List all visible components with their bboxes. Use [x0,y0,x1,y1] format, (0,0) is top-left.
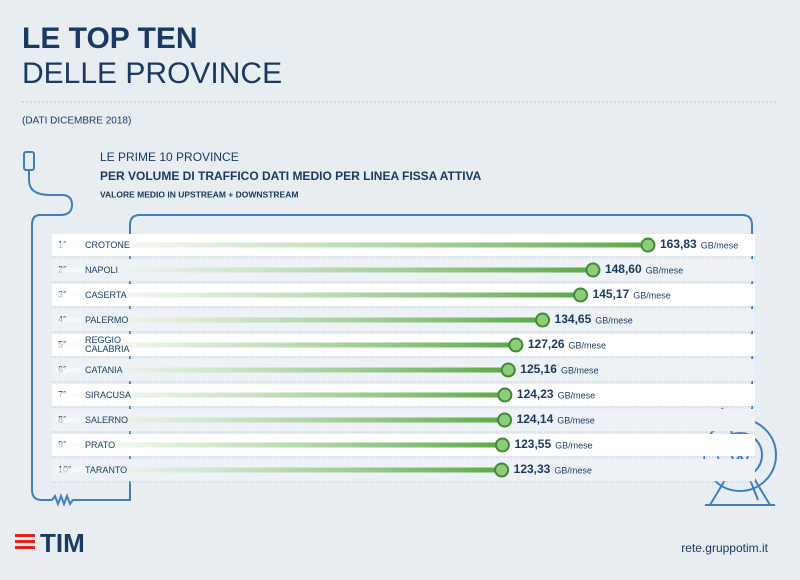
bar-end [508,337,524,353]
bar-end [500,362,516,378]
bar-end [535,312,551,328]
category-label: NAPOLI [85,264,119,275]
caption: VALORE MEDIO IN UPSTREAM + DOWNSTREAM [100,189,298,199]
category-label: CATANIA [85,364,123,375]
unit-label: GB/mese [595,315,633,325]
unit-label: GB/mese [633,290,671,300]
bar-end [573,287,589,303]
bar-end [497,387,513,403]
value-label: 148,60 [605,262,642,276]
unit-label: GB/mese [569,340,607,350]
category-label: SIRACUSA [85,389,132,400]
note: (DATI DICEMBRE 2018) [22,116,131,127]
unit-label: GB/mese [561,365,599,375]
unit-label: GB/mese [558,390,596,400]
bar [56,392,505,398]
category-label: CASERTA [85,289,127,300]
title-line2: DELLE PROVINCE [22,57,282,90]
bar [56,342,516,348]
value-label: 124,14 [517,412,554,426]
unit-label: GB/mese [646,265,684,275]
bar-end [497,412,513,428]
value-label: 123,33 [514,462,551,476]
value-label: 123,55 [514,437,551,451]
title-line1: LE TOP TEN [22,22,198,55]
bar-end [640,237,656,253]
bar [56,442,503,448]
logo-mark [15,546,35,549]
bar [56,317,543,323]
category-label: PALERMO [85,314,129,325]
category-label: CROTONE [85,239,130,250]
value-label: 124,23 [517,387,554,401]
logo-mark [15,534,35,537]
bar [56,292,581,298]
bar [56,242,648,248]
category-label: SALERNO [85,414,129,425]
category-label: TARANTO [85,464,128,475]
unit-label: GB/mese [701,240,739,250]
chart-title: PER VOLUME DI TRAFFICO DATI MEDIO PER LI… [100,169,482,183]
unit-label: GB/mese [557,415,595,425]
logo: TIM [40,528,85,558]
unit-label: GB/mese [555,440,593,450]
logo-mark [15,540,35,543]
category-label: PRATO [85,439,116,450]
value-label: 125,16 [520,362,557,376]
bar-end [585,262,601,278]
unit-label: GB/mese [554,465,592,475]
bar [56,267,593,273]
bar [56,367,509,373]
category-label: REGGIO CALABRIA [85,335,130,354]
bar [56,417,505,423]
bar-end [494,462,510,478]
value-label: 127,26 [528,337,565,351]
value-label: 134,65 [555,312,592,326]
url: rete.gruppotim.it [681,541,768,555]
bar [56,467,502,473]
bar-end [494,437,510,453]
value-label: 163,83 [660,237,697,251]
subtitle: LE PRIME 10 PROVINCE [100,150,239,164]
value-label: 145,17 [593,287,630,301]
